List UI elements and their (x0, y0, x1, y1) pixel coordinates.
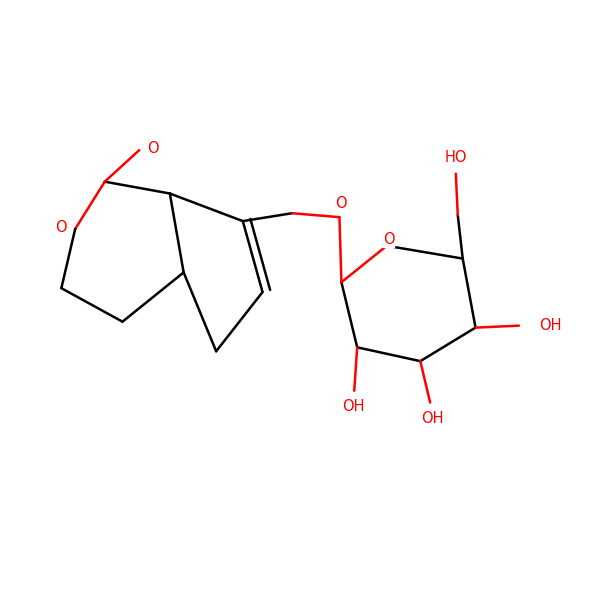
Text: O: O (335, 196, 347, 211)
Text: O: O (383, 232, 395, 247)
Text: O: O (147, 140, 159, 155)
Text: OH: OH (539, 318, 561, 333)
Text: OH: OH (342, 399, 365, 414)
Text: HO: HO (445, 151, 467, 166)
Text: O: O (56, 220, 67, 235)
Text: OH: OH (421, 411, 443, 426)
